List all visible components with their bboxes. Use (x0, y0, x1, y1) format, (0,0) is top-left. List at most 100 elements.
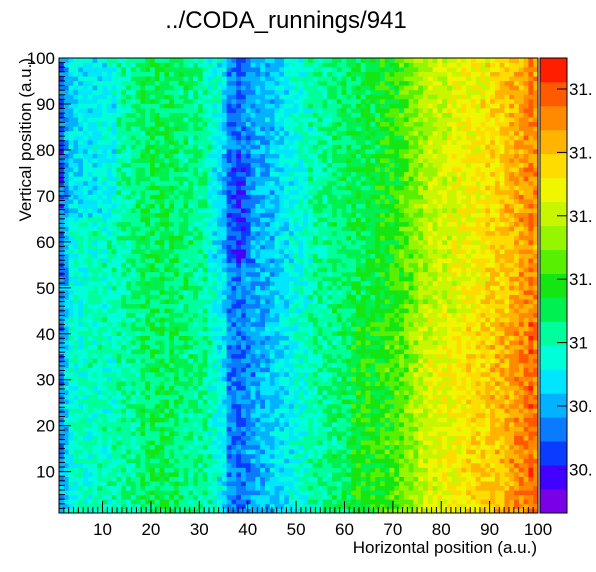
heatmap-cell (111, 467, 117, 473)
heatmap-cell (92, 185, 98, 191)
heatmap-cell (279, 290, 285, 295)
heatmap-cell (269, 230, 275, 236)
heatmap-cell (145, 458, 151, 464)
heatmap-cell (288, 103, 295, 109)
heatmap-cell (260, 481, 266, 487)
heatmap-cell (241, 158, 247, 163)
heatmap-cell (279, 371, 285, 377)
heatmap-cell (82, 412, 89, 418)
heatmap-cell (145, 431, 151, 436)
heatmap-cell (145, 503, 151, 509)
heatmap-cell (130, 408, 136, 414)
heatmap-cell (212, 80, 218, 86)
heatmap-cell (140, 417, 146, 423)
heatmap-cell (92, 203, 98, 209)
heatmap-cell (121, 444, 127, 450)
heatmap-cell (288, 308, 295, 314)
heatmap-cell (279, 494, 285, 500)
heatmap-cell (269, 444, 275, 450)
heatmap-cell (59, 472, 65, 477)
heatmap-cell (293, 249, 299, 254)
heatmap-cell (63, 472, 69, 477)
heatmap-cell (140, 253, 146, 259)
heatmap-cell (97, 271, 103, 277)
heatmap-cell (260, 367, 266, 373)
heatmap-cell (212, 249, 218, 254)
heatmap-cell (169, 217, 175, 223)
heatmap-cell (288, 340, 295, 345)
heatmap-cell (226, 185, 232, 191)
heatmap-cell (78, 444, 84, 450)
heatmap-cell (260, 426, 266, 432)
heatmap-cell (116, 458, 122, 464)
heatmap-cell (293, 422, 299, 427)
heatmap-cell (130, 385, 136, 391)
heatmap-cell (63, 371, 69, 377)
heatmap-cell (188, 149, 194, 154)
heatmap-cell (145, 85, 151, 91)
heatmap-cell (78, 453, 84, 459)
heatmap-cell (264, 417, 271, 423)
heatmap-cell (241, 435, 247, 441)
heatmap-cell (178, 194, 184, 200)
heatmap-cell (164, 135, 170, 141)
heatmap-cell (159, 290, 165, 295)
heatmap-cell (145, 390, 151, 396)
heatmap-cell (111, 135, 117, 141)
heatmap-cell (135, 158, 141, 163)
heatmap-cell (173, 335, 180, 341)
heatmap-cell (87, 203, 93, 209)
heatmap-cell (173, 199, 180, 204)
heatmap-cell (293, 217, 299, 223)
heatmap-cell (231, 458, 237, 464)
heatmap-cell (87, 285, 93, 291)
heatmap-cell (169, 89, 175, 95)
heatmap-cell (63, 358, 69, 364)
heatmap-cell (121, 440, 127, 446)
heatmap-cell (121, 276, 127, 282)
heatmap-cell (269, 458, 275, 464)
heatmap-cell (293, 240, 299, 245)
heatmap-cell (102, 76, 108, 82)
heatmap-cell (73, 426, 79, 432)
heatmap-cell (178, 153, 184, 159)
heatmap-cell (68, 344, 74, 350)
heatmap-cell (173, 303, 180, 309)
heatmap-cell (116, 203, 122, 209)
heatmap-cell (293, 408, 299, 414)
heatmap-cell (255, 185, 261, 191)
heatmap-cell (97, 108, 103, 113)
heatmap-cell (121, 171, 127, 177)
heatmap-cell (116, 103, 122, 109)
heatmap-cell (202, 208, 208, 214)
heatmap-cell (173, 381, 180, 386)
heatmap-cell (241, 139, 247, 145)
heatmap-cell (279, 149, 285, 154)
heatmap-cell (140, 444, 146, 450)
heatmap-cell (126, 167, 132, 173)
heatmap-cell (264, 476, 271, 482)
heatmap-cell (245, 349, 251, 355)
heatmap-cell (260, 121, 266, 127)
heatmap-cell (217, 376, 223, 382)
heatmap-cell (231, 158, 237, 163)
heatmap-cell (169, 499, 175, 505)
heatmap-cell (78, 326, 84, 332)
heatmap-cell (102, 167, 108, 173)
heatmap-cell (154, 98, 160, 104)
heatmap-cell (164, 67, 170, 72)
heatmap-cell (236, 449, 242, 455)
heatmap-cell (236, 199, 242, 204)
heatmap-cell (82, 494, 89, 500)
heatmap-cell (255, 76, 261, 82)
heatmap-cell (217, 317, 223, 323)
heatmap-cell (140, 353, 146, 359)
heatmap-cell (73, 440, 79, 446)
heatmap-cell (279, 385, 285, 391)
heatmap-cell (135, 139, 141, 145)
heatmap-cell (202, 117, 208, 123)
heatmap-cell (102, 80, 108, 86)
heatmap-cell (116, 312, 122, 318)
heatmap-cell (274, 258, 280, 264)
heatmap-cell (274, 158, 280, 163)
